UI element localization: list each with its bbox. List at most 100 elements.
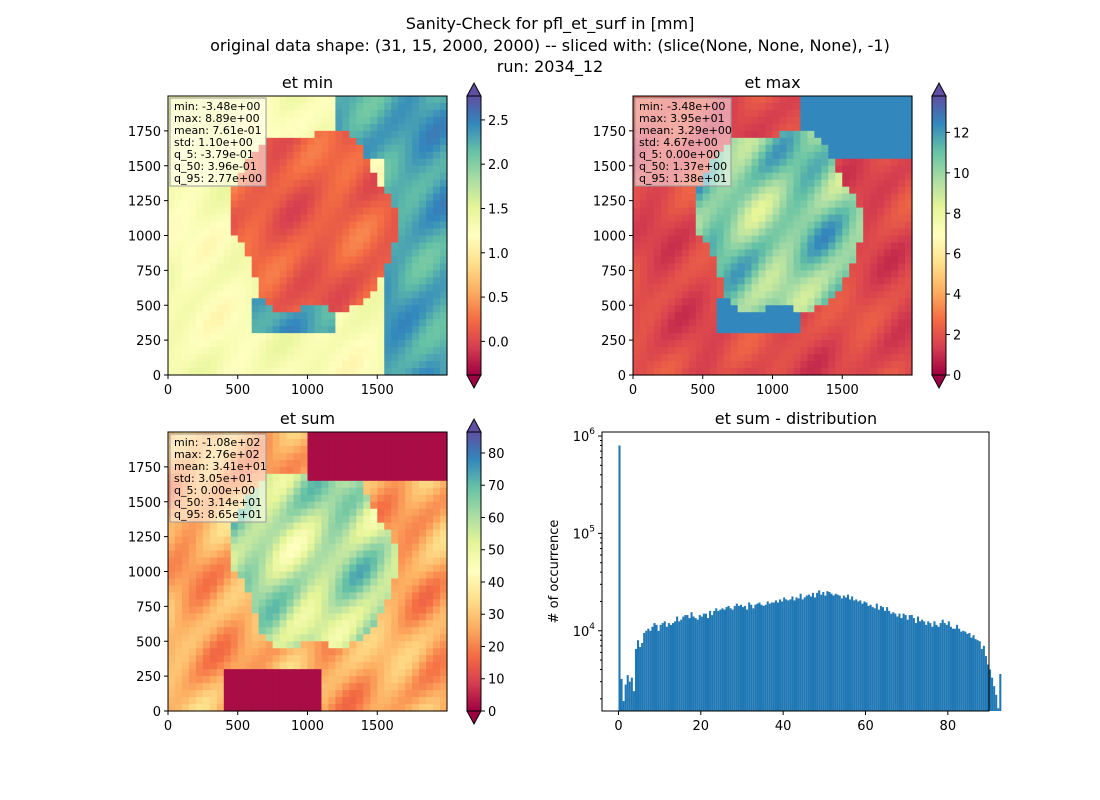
- histogram-bar: [816, 592, 819, 711]
- et-sum-stat-1: max: 2.76e+02: [174, 448, 260, 461]
- histogram-bar: [686, 615, 689, 711]
- et-max-xtick-label: 500: [690, 383, 715, 398]
- et-min-stats-box: [169, 97, 267, 187]
- histogram-bar: [647, 628, 650, 711]
- histogram-bar: [869, 604, 872, 711]
- et-max-title: et max: [744, 73, 800, 92]
- histogram-bar: [902, 613, 905, 711]
- histogram-bar: [665, 626, 668, 711]
- histogram-bar: [781, 601, 784, 711]
- histogram-bar: [793, 600, 796, 711]
- et-min-stat-6: q_95: 2.77e+00: [174, 172, 262, 185]
- histogram-xtick-label: 80: [940, 719, 957, 734]
- et-max-colorbar-frame: [931, 95, 947, 376]
- histogram-bar: [809, 596, 812, 711]
- histogram-bar: [826, 591, 829, 711]
- histogram-bar: [783, 597, 786, 711]
- et-max-ytick-label: 1250: [593, 195, 626, 210]
- histogram-bar: [873, 608, 876, 711]
- et-sum-title: et sum: [280, 409, 335, 428]
- histogram-bar: [871, 607, 874, 711]
- histogram-bar: [645, 630, 648, 711]
- et-min-title: et min: [282, 73, 333, 92]
- et-max-ytick-label: 500: [601, 299, 626, 314]
- histogram-bar: [947, 621, 950, 711]
- histogram-bar: [919, 621, 922, 711]
- histogram-bar: [838, 595, 841, 711]
- histogram-bar: [779, 599, 782, 711]
- histogram-bar: [867, 605, 870, 711]
- histogram-bar: [709, 610, 712, 711]
- histogram-bar: [729, 608, 732, 711]
- histogram-bar: [776, 602, 780, 711]
- et-min-colorbar-extend-max: [466, 81, 482, 97]
- histogram-bar: [846, 594, 850, 711]
- figure-title-line-3: run: 2034_12: [497, 57, 603, 77]
- et-max-colorbar-tick-label: 6: [953, 248, 961, 263]
- et-max-xtick-label: 1500: [826, 383, 859, 398]
- histogram-bar: [958, 628, 961, 711]
- et-max-stat-2: mean: 3.29e+00: [639, 124, 732, 137]
- histogram-bar: [671, 623, 675, 711]
- histogram-bar: [879, 605, 882, 711]
- histogram-axes-frame: [601, 431, 990, 712]
- histogram-bar: [931, 626, 934, 711]
- histogram-bar: [844, 597, 847, 711]
- histogram-bar: [653, 623, 656, 711]
- histogram-bar: [939, 623, 942, 711]
- histogram-bar: [789, 599, 792, 711]
- histogram-bar: [966, 633, 969, 711]
- histogram-bar: [923, 621, 926, 711]
- et-sum-colorbar: [467, 432, 481, 711]
- histogram-ytick-label: 106: [573, 427, 596, 445]
- et-min-colorbar-tick-label: 2.0: [488, 158, 509, 173]
- histogram-bar: [791, 596, 794, 711]
- histogram-bar: [949, 626, 952, 711]
- histogram-bar: [713, 610, 716, 711]
- histogram-bar: [925, 624, 928, 711]
- histogram-bar: [951, 628, 955, 711]
- histogram-bar: [770, 602, 773, 711]
- et-min-colorbar-extend-min: [466, 374, 482, 390]
- histogram-bar: [634, 648, 637, 711]
- histogram-bar: [822, 592, 825, 711]
- histogram-bar: [855, 599, 858, 711]
- histogram-bars: [618, 445, 1002, 711]
- et-max-colorbar-tick-label: 10: [953, 167, 970, 182]
- histogram-bar: [877, 609, 880, 711]
- et-max-colorbar-tick-label: 2: [953, 329, 961, 344]
- et-sum-xtick-label: 500: [225, 719, 250, 734]
- histogram-bar: [824, 595, 827, 711]
- et-min-colorbar-tick-label: 0.0: [488, 335, 509, 350]
- histogram-bar: [984, 656, 987, 711]
- histogram-bar: [997, 708, 1000, 711]
- et-sum-ytick-label: 1250: [128, 531, 161, 546]
- et-min-ytick-label: 1500: [128, 160, 161, 175]
- et-max-colorbar-tick-label: 8: [953, 207, 961, 222]
- histogram-bar: [674, 621, 677, 711]
- histogram-bar: [834, 593, 837, 711]
- histogram-bar: [937, 626, 940, 711]
- et-max-ytick-label: 1000: [593, 230, 626, 245]
- histogram-bar: [978, 641, 981, 711]
- histogram-bar: [760, 604, 763, 711]
- histogram-bar: [881, 607, 885, 711]
- histogram-bar: [989, 669, 992, 711]
- histogram-bar: [993, 686, 996, 711]
- histogram-bar: [692, 616, 695, 711]
- histogram-bar: [853, 600, 856, 711]
- histogram-bar: [717, 610, 720, 711]
- histogram-bar: [914, 623, 917, 711]
- histogram-bar: [657, 630, 660, 711]
- et-sum-xtick-label: 1500: [361, 719, 394, 734]
- et-sum-stat-2: mean: 3.41e+01: [174, 460, 267, 473]
- histogram-bar: [636, 640, 640, 711]
- et-min-ytick-label: 750: [136, 264, 161, 279]
- histogram-bar: [678, 621, 681, 711]
- et-min-stat-3: std: 1.10e+00: [174, 136, 253, 149]
- histogram-ytick-label: 105: [573, 524, 595, 542]
- histogram-xtick-label: 40: [775, 719, 792, 734]
- histogram-bar: [964, 631, 967, 711]
- histogram-bar: [970, 637, 973, 711]
